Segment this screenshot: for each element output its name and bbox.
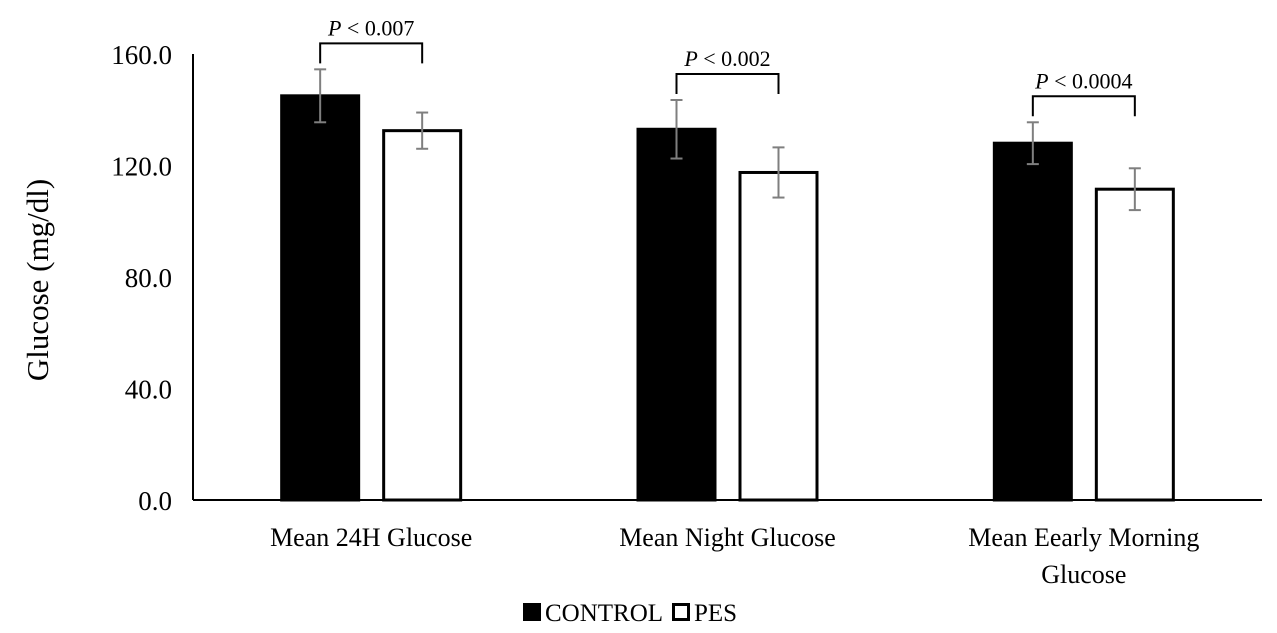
y-axis-title: Glucose (mg/dl) [20,179,55,381]
y-tick-label: 160.0 [111,40,172,70]
legend-label-control: CONTROL [545,600,663,627]
bar-pes [738,170,819,502]
significance-label: P < 0.002 [683,46,770,71]
bar-control [992,141,1073,502]
bar-pes [1094,187,1175,502]
significance-label: P < 0.007 [327,15,414,40]
category-label: Mean Night Glucose [619,523,836,552]
bars [280,94,1175,502]
y-tick-label: 80.0 [125,263,172,293]
significance-bracket [319,42,424,64]
category-labels: Mean 24H Glucose Mean Night Glucose Mean E… [270,523,1199,589]
y-tick-label: 40.0 [125,375,172,405]
error-bars [314,68,1141,212]
bar-control [280,94,361,502]
legend-swatch-pes [672,603,690,621]
category-label: Glucose [1041,560,1126,589]
significance-bracket [1031,95,1136,117]
significance-brackets: P < 0.007 P < 0.002 P < 0.0004 [319,15,1136,117]
category-label: Mean 24H Glucose [270,523,472,552]
y-tick-label: 120.0 [111,152,172,182]
legend-swatch-control [523,603,541,621]
legend-label-pes: PES [694,600,737,627]
legend: CONTROL PES [523,600,737,627]
bar-control [636,127,717,502]
y-axis-ticks: 0.0 40.0 80.0 120.0 160.0 [111,40,172,516]
category-label: Mean Eearly Morning [968,523,1199,552]
bar-pes [382,129,463,502]
y-tick-label: 0.0 [138,486,172,516]
significance-label: P < 0.0004 [1034,68,1132,93]
significance-bracket [675,72,780,94]
